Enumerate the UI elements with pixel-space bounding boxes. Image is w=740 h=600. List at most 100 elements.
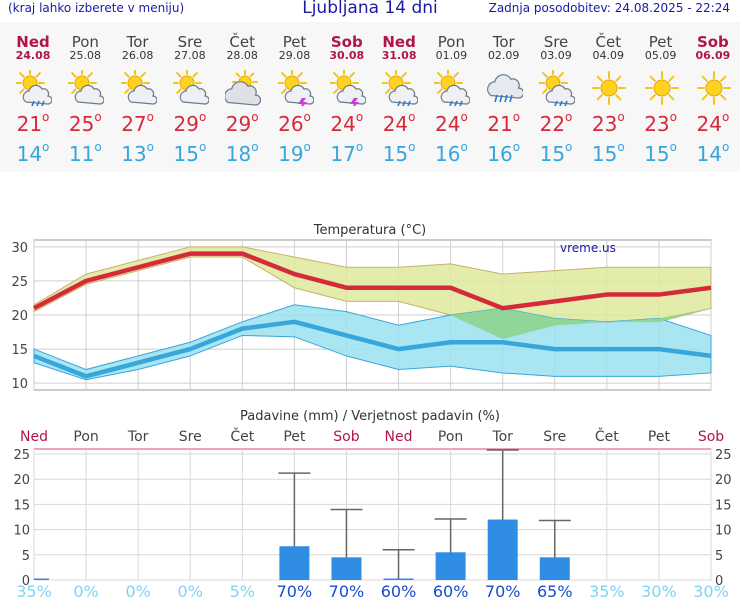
forecast-day: Pet 05.09 23o 15o	[635, 22, 687, 172]
y-tick-label-right: 10	[715, 524, 732, 539]
max-temperature: 21o	[16, 110, 50, 136]
max-temperature-line	[32, 251, 712, 311]
min-temperature: 11o	[68, 140, 102, 166]
band-overlap	[34, 257, 711, 339]
min-temperature: 16o	[487, 140, 521, 166]
day-date: 02.09	[487, 49, 520, 62]
x-tick-label: Sob	[698, 429, 724, 445]
min-temperature-line	[33, 319, 712, 379]
precipitation-probability: 5%	[230, 582, 255, 600]
min-temperature: 15o	[173, 140, 207, 166]
sun-cloud-icon	[120, 70, 157, 105]
sun-cloud-thunder-icon	[277, 70, 314, 106]
min-temperature: 18o	[225, 140, 259, 166]
page-title: Ljubljana 14 dni	[302, 0, 438, 18]
precipitation-chart: Padavine (mm) / Verjetnost padavin (%) Ne…	[13, 409, 732, 600]
plot-area	[33, 448, 712, 581]
min-temperature: 14o	[696, 140, 730, 166]
max-temperature: 23o	[591, 110, 625, 136]
x-tick-label: Tor	[491, 429, 513, 445]
x-tick-label: Sre	[179, 429, 202, 445]
max-temperature: 29o	[225, 110, 259, 136]
day-date: 29.08	[278, 49, 311, 62]
watermark: vreme.us	[560, 241, 616, 255]
y-tick-label: 15	[13, 498, 30, 513]
sun-icon	[644, 71, 679, 105]
forecast-day: Sob 30.08 24o 17o	[321, 22, 373, 172]
day-name: Pet	[648, 33, 673, 51]
forecast-day: Tor 02.09 21o 16o	[478, 22, 530, 172]
x-tick-label: Pet	[283, 429, 306, 445]
y-tick-label: 30	[11, 241, 28, 256]
precipitation-bar	[539, 557, 570, 580]
y-tick-label-right: 5	[715, 549, 723, 564]
forecast-day: Čet 28.08 29o 18o	[216, 22, 268, 172]
day-date: 26.08	[121, 49, 154, 62]
location-hint[interactable]: (kraj lahko izberete v meniju)	[8, 1, 185, 15]
x-tick-label: Pet	[648, 429, 671, 445]
day-date: 30.08	[329, 49, 365, 62]
y-tick-label: 5	[22, 549, 30, 564]
max-temperature: 25o	[68, 110, 102, 136]
y-tick-label: 20	[11, 309, 28, 324]
y-tick-label: 20	[13, 473, 30, 488]
x-tick-label: Čet	[595, 427, 619, 445]
header: (kraj lahko izberete v meniju) Ljubljana…	[0, 0, 740, 22]
sun-cloud-rain-icon	[539, 70, 575, 106]
precipitation-probability: 30%	[641, 582, 677, 600]
forecast-day: Čet 04.09 23o 15o	[582, 22, 634, 172]
y-tick-label-right: 25	[715, 448, 732, 463]
day-date: 04.09	[592, 49, 625, 62]
day-name: Tor	[492, 33, 515, 51]
x-tick-label: Sre	[543, 429, 566, 445]
precipitation-bar	[487, 519, 518, 580]
precipitation-probability: 35%	[16, 582, 52, 600]
x-tick-label: Ned	[20, 429, 48, 445]
sun-cloud-thunder-icon	[329, 70, 366, 106]
day-name: Sre	[543, 33, 569, 51]
precipitation-probability: 70%	[329, 582, 365, 600]
cloud-sun-icon	[225, 70, 262, 106]
precipitation-bar	[383, 578, 414, 580]
day-date: 06.09	[695, 49, 731, 62]
day-name: Tor	[126, 33, 149, 51]
max-temperature: 23o	[644, 110, 677, 136]
min-temperature: 15o	[644, 140, 677, 166]
x-tick-label: Sob	[333, 429, 359, 445]
sun-cloud-rain-icon	[16, 70, 52, 106]
day-date: 27.08	[174, 49, 206, 62]
max-temperature: 24o	[382, 110, 416, 136]
precipitation-probability: 60%	[433, 582, 469, 600]
y-tick-label: 25	[13, 448, 30, 463]
forecast-day: Tor 26.08 27o 13o	[112, 22, 164, 172]
min-temperature: 13o	[121, 140, 154, 166]
max-temperature: 24o	[330, 110, 364, 136]
precipitation-bar	[435, 552, 466, 580]
precipitation-probability: 35%	[589, 582, 625, 600]
precipitation-probability: 30%	[693, 582, 729, 600]
day-name: Pon	[437, 33, 465, 51]
y-tick-label: 25	[11, 275, 28, 290]
min-temperature: 15o	[382, 140, 416, 166]
chart-title: Padavine (mm) / Verjetnost padavin (%)	[240, 409, 500, 424]
day-name: Sob	[330, 33, 363, 51]
sun-cloud-icon	[68, 70, 105, 105]
x-tick-label: Ned	[385, 429, 413, 445]
forecast-day: Pon 01.09 24o 16o	[425, 22, 477, 172]
max-temperature: 26o	[278, 110, 311, 136]
x-tick-label: Pon	[438, 429, 463, 445]
day-name: Čet	[229, 33, 255, 51]
min-temperature: 16o	[434, 140, 468, 166]
day-date: 28.08	[226, 49, 258, 62]
precipitation-probability: 70%	[277, 582, 313, 600]
sun-cloud-rain-icon	[434, 70, 471, 106]
forecast-day: Ned 24.08 21o 14o	[7, 22, 59, 172]
temperature-chart: Temperatura (°C) 10 15 20 25 30 vreme.us	[11, 223, 712, 392]
max-temperature: 24o	[696, 110, 730, 136]
y-tick-label: 0	[22, 574, 30, 589]
max-temperature: 21o	[487, 110, 521, 136]
day-name: Pet	[282, 33, 307, 51]
y-tick-label-right: 15	[715, 498, 732, 513]
sun-cloud-icon	[172, 70, 209, 105]
cloud-rain-icon	[486, 74, 523, 103]
